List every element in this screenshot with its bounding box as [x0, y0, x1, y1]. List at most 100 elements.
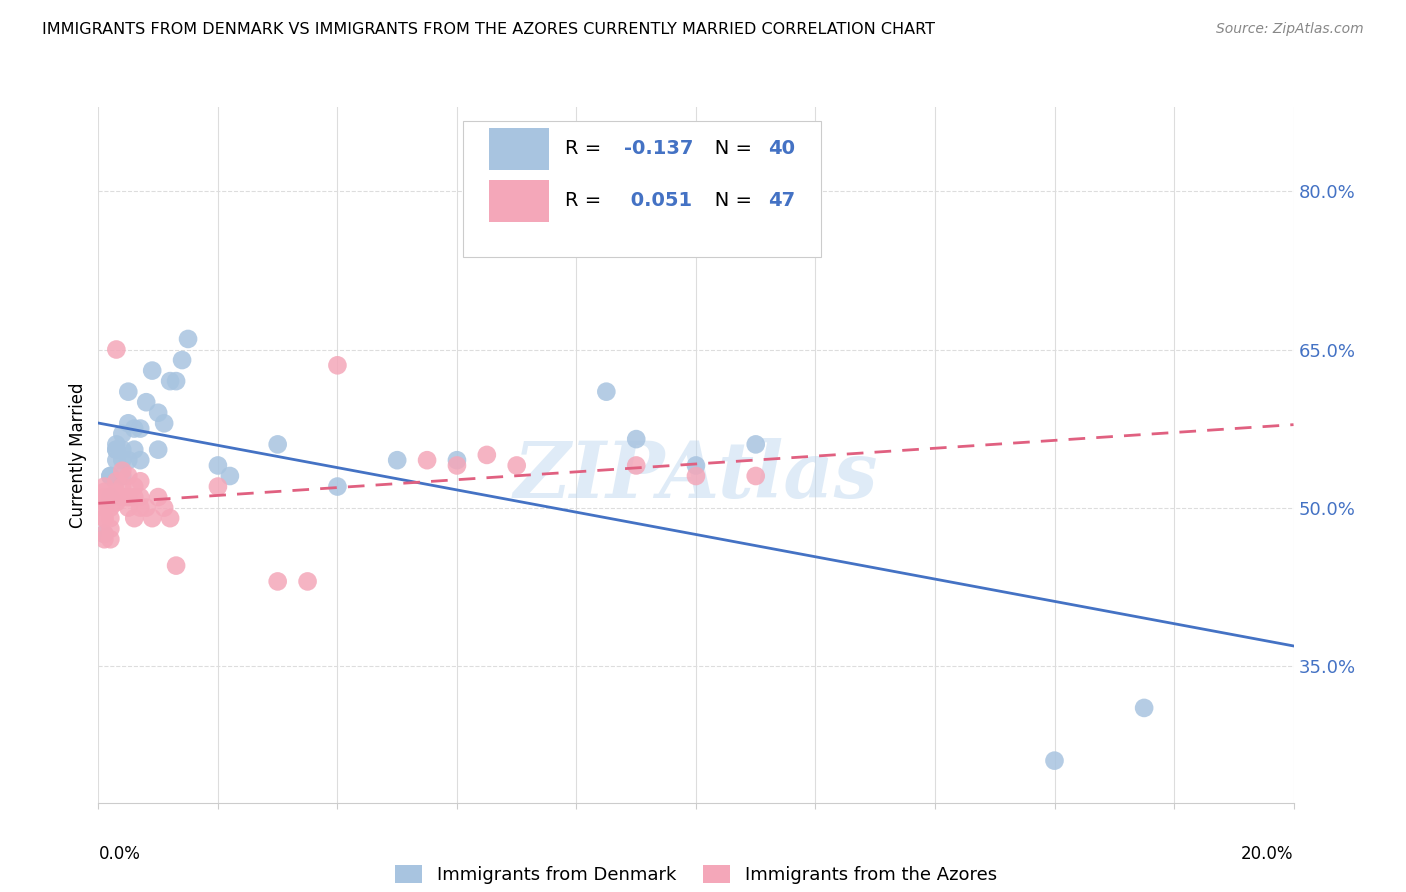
Point [124, 511, 146, 525]
Point [626, 458, 648, 473]
Point [159, 511, 181, 525]
Point [326, 359, 349, 373]
Text: 47: 47 [768, 192, 794, 211]
Point [416, 453, 439, 467]
Point [117, 384, 139, 399]
Point [93, 527, 115, 541]
Point [153, 500, 176, 515]
Text: 0.051: 0.051 [624, 192, 692, 211]
Point [165, 374, 187, 388]
Point [111, 426, 134, 441]
Point [93, 479, 115, 493]
Point [105, 442, 128, 457]
Point [595, 384, 617, 399]
Point [385, 453, 409, 467]
Point [105, 484, 128, 499]
Text: Source: ZipAtlas.com: Source: ZipAtlas.com [1216, 22, 1364, 37]
Point [141, 511, 163, 525]
Point [105, 475, 128, 489]
Point [117, 417, 139, 431]
Point [111, 453, 134, 467]
Point [111, 464, 134, 478]
Point [105, 453, 128, 467]
Point [93, 490, 115, 504]
FancyBboxPatch shape [489, 128, 548, 169]
Point [626, 432, 648, 446]
Point [124, 479, 146, 493]
Point [475, 448, 498, 462]
Text: 40: 40 [768, 139, 794, 158]
Point [111, 442, 134, 457]
Point [267, 437, 290, 451]
Point [100, 511, 122, 525]
Point [297, 574, 319, 589]
Point [326, 479, 349, 493]
Point [129, 421, 152, 435]
Text: N =: N = [696, 139, 758, 158]
Point [446, 453, 468, 467]
Point [93, 511, 115, 525]
Point [267, 574, 290, 589]
Point [1043, 754, 1066, 768]
Text: IMMIGRANTS FROM DENMARK VS IMMIGRANTS FROM THE AZORES CURRENTLY MARRIED CORRELAT: IMMIGRANTS FROM DENMARK VS IMMIGRANTS FR… [42, 22, 935, 37]
Text: R =: R = [565, 192, 607, 211]
Point [105, 343, 128, 357]
Point [159, 374, 181, 388]
Text: -0.137: -0.137 [624, 139, 693, 158]
Point [129, 453, 152, 467]
Point [124, 421, 146, 435]
Point [93, 484, 115, 499]
Point [93, 495, 115, 509]
FancyBboxPatch shape [489, 180, 548, 222]
Point [207, 458, 229, 473]
Point [93, 511, 115, 525]
Point [148, 490, 170, 504]
Point [100, 500, 122, 515]
Legend: Immigrants from Denmark, Immigrants from the Azores: Immigrants from Denmark, Immigrants from… [388, 857, 1004, 891]
Point [100, 490, 122, 504]
Text: 0.0%: 0.0% [98, 845, 141, 863]
Point [129, 500, 152, 515]
Point [153, 417, 176, 431]
Point [506, 458, 529, 473]
Point [1133, 701, 1156, 715]
Point [446, 458, 468, 473]
Point [105, 442, 128, 457]
Point [165, 558, 187, 573]
Point [117, 500, 139, 515]
Text: R =: R = [565, 139, 607, 158]
Point [93, 500, 115, 515]
Point [124, 490, 146, 504]
Point [685, 469, 707, 483]
Point [135, 500, 157, 515]
Point [111, 479, 134, 493]
Point [105, 437, 128, 451]
Point [745, 469, 768, 483]
Point [135, 395, 157, 409]
Point [148, 442, 170, 457]
Text: 20.0%: 20.0% [1241, 845, 1294, 863]
Point [111, 490, 134, 504]
Point [100, 469, 122, 483]
Point [100, 490, 122, 504]
Point [172, 353, 194, 368]
Point [100, 522, 122, 536]
Point [685, 458, 707, 473]
Point [207, 479, 229, 493]
Point [117, 490, 139, 504]
Point [117, 469, 139, 483]
Y-axis label: Currently Married: Currently Married [69, 382, 87, 528]
FancyBboxPatch shape [463, 121, 821, 257]
Point [111, 469, 134, 483]
Point [93, 527, 115, 541]
Point [100, 469, 122, 483]
Point [745, 437, 768, 451]
Point [124, 442, 146, 457]
Point [219, 469, 242, 483]
Point [129, 490, 152, 504]
Point [129, 475, 152, 489]
Point [148, 406, 170, 420]
Point [117, 453, 139, 467]
Point [177, 332, 200, 346]
Point [141, 363, 163, 377]
